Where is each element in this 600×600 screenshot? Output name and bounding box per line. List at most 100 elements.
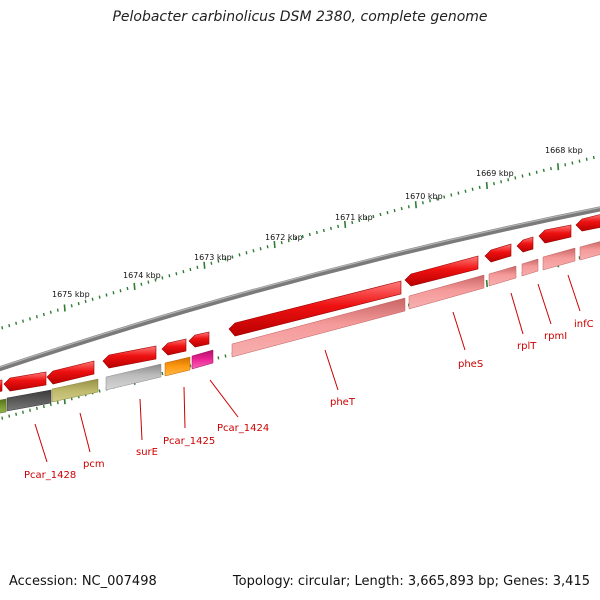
feature-bar-dark[interactable] [6, 389, 52, 412]
cds-arrow[interactable] [102, 345, 157, 369]
scale-tick [485, 181, 488, 190]
scale-tick [245, 251, 248, 255]
scale-labels: 1675 kbp 1674 kbp 1673 kbp 1672 kbp 1671… [52, 146, 583, 299]
scale-tick [175, 272, 178, 276]
scale-label-1669: 1669 kbp [476, 169, 514, 178]
gene-label-sure[interactable]: surE [136, 447, 158, 458]
feature-bar-orange[interactable] [164, 356, 191, 377]
scale-tick [266, 245, 269, 249]
cds-arrow[interactable] [46, 360, 95, 385]
scale-tick [280, 240, 283, 245]
scale-tick [133, 282, 136, 290]
position-tick [35, 406, 38, 411]
genome-backbone-highlight [0, 206, 600, 368]
scale-tick [287, 238, 290, 243]
scale-label-1670: 1670 kbp [405, 192, 443, 201]
cds-arrow[interactable] [0, 379, 3, 393]
scale-tick [464, 189, 467, 193]
scale-tick [436, 197, 439, 201]
feature-bar-green[interactable] [0, 398, 7, 414]
scale-tick [521, 174, 524, 178]
gene-label-phet[interactable]: pheT [330, 397, 356, 408]
leader-line [537, 283, 552, 325]
cds-arrow[interactable] [575, 214, 600, 232]
scale-tick [592, 155, 595, 160]
scale-tick [112, 291, 115, 295]
position-tick [29, 408, 31, 412]
scale-tick [330, 226, 332, 231]
scale-tick [15, 321, 18, 325]
scale-tick [42, 312, 45, 317]
scale-tick [147, 280, 150, 284]
scale-tick [308, 232, 311, 237]
gene-label-infc[interactable]: infC [574, 319, 594, 330]
scale-label-1671: 1671 kbp [335, 213, 373, 222]
feature-bar-gray[interactable] [105, 363, 162, 391]
scale-tick [393, 208, 396, 213]
scale-label-1674: 1674 kbp [123, 271, 161, 280]
gene-label-pcar-1424[interactable]: Pcar_1424 [217, 423, 269, 434]
leader-line [324, 349, 339, 391]
scale-label-1675: 1675 kbp [52, 290, 90, 299]
scale-label-1672: 1672 kbp [265, 233, 303, 242]
position-tick [224, 354, 227, 358]
scale-tick [105, 293, 108, 297]
feature-bar-olive[interactable] [51, 378, 99, 403]
scale-tick [238, 253, 241, 257]
leader-line [79, 412, 91, 453]
scale-tick [126, 286, 129, 291]
scale-label-1673: 1673 kbp [194, 253, 232, 262]
cds-arrow[interactable] [538, 224, 572, 244]
scale-tick [182, 269, 185, 274]
scale-tick [301, 234, 304, 239]
cds-arrow[interactable] [228, 280, 402, 337]
gene-label-pcar-1428[interactable]: Pcar_1428 [24, 470, 76, 481]
cds-arrow[interactable] [404, 255, 479, 287]
scale-tick [91, 297, 94, 301]
scale-tick [585, 157, 588, 161]
cds-arrow[interactable] [161, 338, 187, 356]
gene-label-phes[interactable]: pheS [458, 359, 483, 370]
scale-tick [29, 317, 31, 321]
gene-label-pcar-1425[interactable]: Pcar_1425 [163, 436, 215, 447]
scale-tick [550, 166, 552, 171]
scale-tick [196, 265, 199, 270]
feature-bar-pink[interactable] [408, 274, 485, 310]
gene-label-pcm[interactable]: pcm [83, 459, 105, 470]
scale-tick [168, 274, 171, 278]
scale-tick [49, 310, 52, 314]
cds-arrow[interactable] [188, 331, 210, 348]
scale-tick [315, 230, 318, 235]
leader-line [34, 423, 48, 463]
feature-bar-pink[interactable] [488, 265, 517, 287]
genome-backbone [0, 206, 600, 372]
gene-label-rpmi[interactable]: rpmI [544, 331, 567, 342]
scale-ticks [1, 155, 595, 330]
scale-tick [514, 176, 517, 180]
feature-bar-pink[interactable] [542, 247, 576, 271]
scale-tick [217, 259, 220, 263]
scale-tick [189, 267, 192, 272]
cds-arrow[interactable] [3, 371, 47, 392]
position-tick [15, 412, 18, 416]
scale-tick [571, 161, 574, 165]
position-tick [217, 356, 220, 360]
scale-tick [56, 308, 59, 312]
scale-tick [478, 185, 481, 190]
scale-tick [450, 193, 453, 197]
position-tick [578, 256, 581, 260]
cds-arrow[interactable] [484, 243, 512, 263]
feature-bar-pink[interactable] [579, 241, 600, 261]
gene-label-rplt[interactable]: rplT [517, 341, 537, 352]
scale-tick [535, 170, 538, 174]
feature-bar-pink[interactable] [231, 297, 406, 358]
scale-tick [414, 201, 417, 209]
feature-bar-pink[interactable] [521, 258, 539, 277]
scale-tick [493, 181, 495, 186]
position-tick [42, 404, 45, 409]
scale-tick [351, 220, 354, 225]
scale-tick [358, 218, 361, 223]
feature-bar-magenta[interactable] [191, 349, 214, 370]
cds-arrow[interactable] [516, 236, 534, 253]
scale-tick [210, 261, 213, 265]
